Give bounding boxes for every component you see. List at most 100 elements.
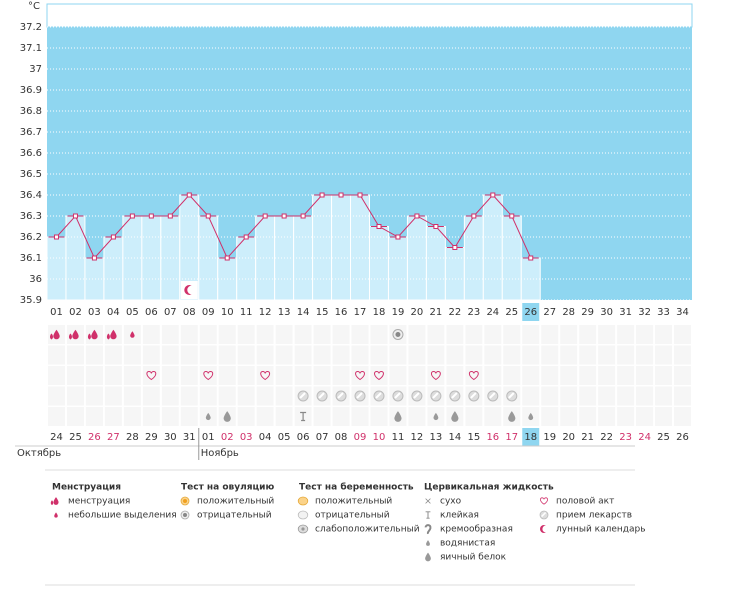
grid-cell <box>427 345 445 365</box>
grid-cell <box>503 345 521 365</box>
grid-cell <box>48 366 65 385</box>
grid-cell <box>180 407 198 426</box>
grid-cell <box>655 366 673 385</box>
temp-bar <box>369 226 389 301</box>
grid-cell <box>408 325 426 344</box>
temp-bar <box>444 247 465 301</box>
y-tick-label: 37.1 <box>20 43 42 54</box>
icon-part <box>91 329 98 340</box>
date-label: 05 <box>278 432 291 443</box>
grid-cell <box>522 345 540 365</box>
temp-point <box>433 224 439 229</box>
grid-cell <box>446 366 464 385</box>
icon-heart <box>374 370 384 381</box>
temp-point <box>148 213 154 219</box>
grid-cell <box>541 345 559 365</box>
legend-label: половой акт <box>556 497 614 507</box>
x-tick-label: 22 <box>449 307 462 318</box>
icon-part <box>337 392 344 399</box>
grid-cell <box>85 366 103 385</box>
icon-part <box>425 511 431 519</box>
icon-moon <box>184 285 197 295</box>
grid-cell <box>199 386 217 406</box>
grid-cell <box>256 345 274 365</box>
temp-bar <box>103 236 124 301</box>
grid-cell <box>48 407 65 426</box>
temp-point <box>281 213 287 219</box>
temp-point <box>452 245 458 250</box>
grid-cell <box>617 407 635 426</box>
icon-part <box>374 370 384 381</box>
icon-heart <box>468 370 479 381</box>
grid-cell <box>408 345 426 365</box>
icon-pill <box>316 390 328 402</box>
y-tick-label: 36.8 <box>20 106 42 117</box>
icon-part <box>430 370 441 381</box>
temp-point <box>376 224 382 229</box>
y-tick-label: 35.9 <box>20 295 42 306</box>
grid-cell <box>541 366 559 385</box>
legend-label: небольшие выделения <box>68 511 177 521</box>
temp-point <box>53 234 59 240</box>
x-tick-label: 02 <box>69 307 82 318</box>
grid-cell <box>389 345 407 365</box>
grid-cell <box>617 366 635 385</box>
x-tick-label: 27 <box>543 307 556 318</box>
grid-cell <box>85 407 103 426</box>
date-label: 30 <box>164 432 177 443</box>
temp-bar <box>387 236 408 301</box>
x-tick-label: 19 <box>392 307 405 318</box>
grid-cell <box>256 407 274 426</box>
grid-cell <box>85 386 103 406</box>
grid-cell <box>199 366 217 385</box>
icon-part <box>130 331 135 338</box>
grid-cell <box>370 366 388 385</box>
grid-cell <box>199 325 217 344</box>
grid-cell <box>408 366 426 385</box>
legend-label: отрицательный <box>315 511 390 521</box>
grid-cell <box>275 345 293 365</box>
grid-cell <box>66 366 84 385</box>
grid-cell <box>522 325 540 344</box>
icon-pill <box>487 390 499 402</box>
icon-part <box>50 500 54 505</box>
grid-cell <box>142 386 160 406</box>
grid-cell <box>123 386 141 406</box>
x-tick-label: 05 <box>126 307 139 318</box>
date-label: 14 <box>449 432 462 443</box>
temp-bar <box>482 194 503 301</box>
legend-label: слабоположительный <box>315 525 420 535</box>
x-tick-label: 10 <box>221 307 234 318</box>
grid-cell <box>541 407 559 426</box>
grid-cell <box>636 325 654 344</box>
temp-bar <box>425 226 446 301</box>
icon-part <box>542 525 550 533</box>
date-label: 12 <box>411 432 424 443</box>
y-tick-label: 37.2 <box>20 22 42 33</box>
grid-cell <box>465 325 483 344</box>
grid-cell <box>199 345 217 365</box>
icon-watery <box>205 412 211 421</box>
date-label: 10 <box>373 432 386 443</box>
grid-cell <box>655 345 673 365</box>
grid-cell <box>48 345 65 365</box>
icon-heart <box>260 370 271 381</box>
x-tick-label: 08 <box>183 307 196 318</box>
grid-cell <box>465 345 483 365</box>
grid-cell <box>370 407 388 426</box>
grid-cell <box>104 345 122 365</box>
icon-heart <box>540 497 548 505</box>
x-tick-label: 14 <box>297 307 310 318</box>
icon-part <box>468 370 479 381</box>
grid-cell <box>66 345 84 365</box>
icon-part <box>53 497 59 505</box>
temp-point <box>129 213 135 219</box>
grid-cell <box>522 366 540 385</box>
grid-cell <box>636 407 654 426</box>
grid-cell <box>503 366 521 385</box>
icon-part <box>424 524 432 535</box>
grid-cell <box>674 386 691 406</box>
date-label: 31 <box>183 432 196 443</box>
today-cell <box>522 303 540 321</box>
